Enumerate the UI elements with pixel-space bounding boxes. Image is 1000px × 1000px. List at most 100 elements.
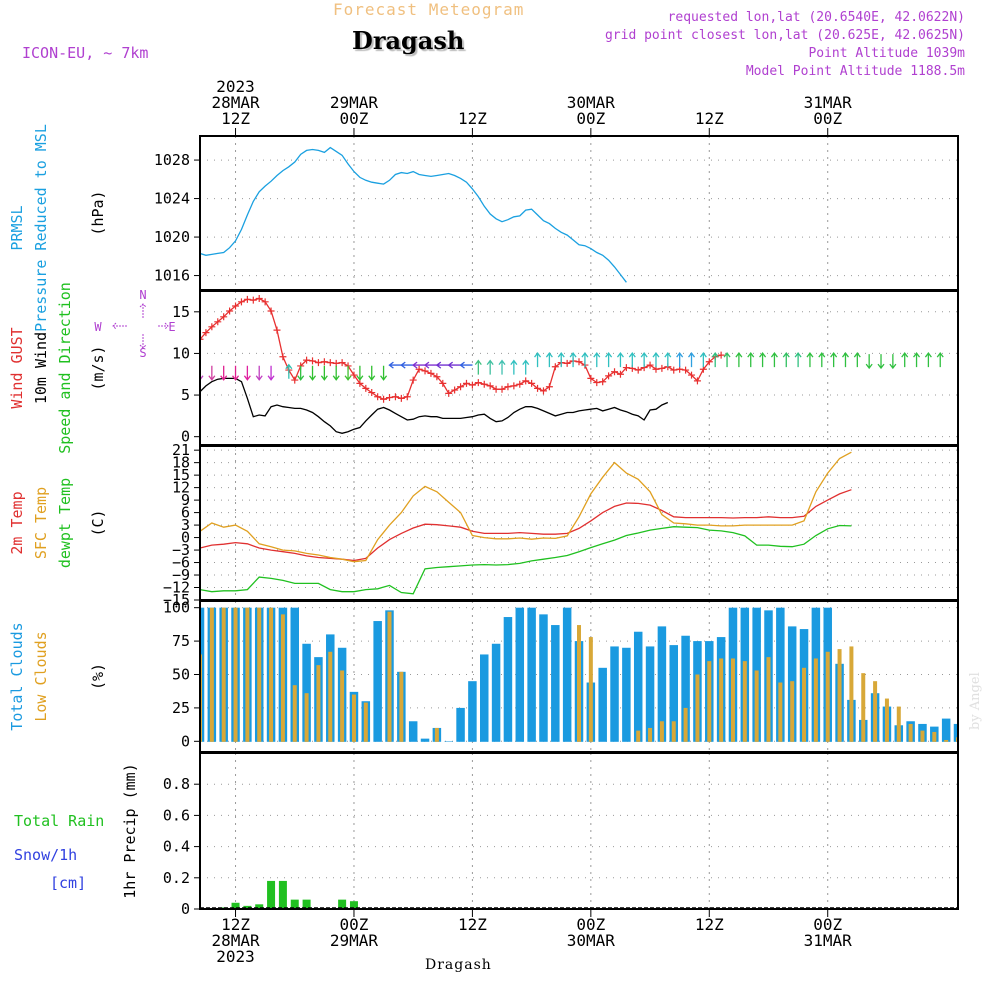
gust-marker (528, 379, 536, 387)
low-cloud-bar (245, 607, 250, 742)
wind-arrow (628, 352, 636, 368)
gust-marker (682, 366, 690, 374)
wind-arrow (664, 352, 672, 368)
low-cloud-bar (719, 658, 724, 742)
gust-marker (480, 380, 488, 388)
rain-bar (302, 899, 311, 909)
compass-north-label: N (139, 288, 146, 302)
low-cloud-bar (884, 698, 889, 742)
low-cloud-bar (790, 681, 795, 742)
top-time-label: 31MAR (804, 93, 853, 112)
low-cloud-bar (221, 607, 226, 742)
low-cloud-bar (588, 637, 593, 742)
total-cloud-bar (290, 607, 299, 742)
wind-arrow (865, 354, 873, 370)
wind-arrow (388, 361, 402, 369)
gust-marker (249, 296, 257, 304)
wind-ylabel: Wind GUST (8, 327, 26, 408)
gust-marker (693, 377, 701, 385)
total-cloud-bar (953, 723, 958, 742)
wind-arrow (830, 352, 838, 368)
wind-arrow (652, 352, 660, 368)
low-cloud-bar (577, 625, 581, 742)
top-time-label: 30MAR (567, 93, 616, 112)
wind-arrow (687, 352, 696, 368)
total-cloud-bar (200, 607, 205, 742)
gust-marker (415, 365, 423, 373)
wind-arrow (308, 365, 317, 381)
wind-arrow (220, 365, 228, 381)
compass-south-label: S (139, 346, 146, 360)
temperature-ylabel: 2m Temp (8, 491, 26, 554)
gust-marker (575, 358, 583, 366)
total-cloud-bar (408, 721, 418, 742)
gust-marker (403, 393, 411, 401)
rain-bar (243, 905, 252, 909)
gust-marker (545, 383, 553, 391)
gust-marker (279, 353, 287, 361)
gust-marker (374, 393, 382, 401)
wind-arrow (747, 352, 755, 368)
top-time-label: 00Z (576, 109, 605, 128)
wind-arrow (232, 365, 240, 381)
total-cloud-bar (610, 646, 619, 742)
gust-marker (303, 356, 311, 364)
pressure-series-line (200, 146, 627, 283)
precip-frame (199, 752, 959, 910)
gust-marker (237, 298, 245, 306)
bottom-time-label: 12Z (458, 915, 487, 934)
gust-marker (646, 361, 654, 369)
wind-ytick-label: 10 (172, 344, 190, 362)
wind-arrow (818, 352, 826, 368)
wind-arrow (435, 361, 449, 369)
total-cloud-bar (681, 635, 690, 742)
wind-arrow (459, 361, 473, 369)
top-time-label: 12Z (695, 109, 724, 128)
gust-marker (200, 335, 204, 343)
gust-marker (563, 359, 571, 367)
wind-arrow (936, 352, 944, 368)
precip-ytick-label: 0.4 (163, 838, 190, 856)
gust-marker (386, 394, 393, 402)
watermark: by Angel (968, 672, 983, 730)
wind-arrow (593, 352, 601, 368)
gust-marker (391, 393, 399, 401)
total-cloud-bar (622, 647, 631, 742)
low-cloud-bar (707, 661, 712, 742)
grid-point-coords: grid point closest lon,lat (20.625E, 42.… (604, 28, 965, 43)
gust-marker (717, 351, 725, 359)
wind-arrow (735, 352, 743, 368)
low-cloud-bar (434, 727, 439, 742)
low-cloud-bar (269, 607, 274, 742)
bottom-time-label: 30MAR (567, 931, 616, 950)
temperature-ytick-label: 9 (181, 491, 190, 509)
precip-ytick-label: 0 (181, 900, 190, 918)
wind-arrow (676, 352, 684, 368)
gust-marker (202, 329, 210, 337)
gust-marker (309, 357, 317, 365)
wind-arrow (770, 352, 778, 368)
temperature-ytick-label: 18 (172, 454, 190, 472)
rain-bar (338, 899, 347, 909)
wind-arrow (877, 354, 885, 370)
low-cloud-bar (849, 646, 854, 742)
low-cloud-bar (316, 665, 321, 742)
wind-arrow (841, 352, 850, 368)
gust-marker (427, 369, 435, 377)
bottom-time-label: 28MAR (211, 931, 260, 950)
temperature-ytick-label: 6 (181, 504, 190, 522)
gust-marker (273, 326, 281, 334)
low-cloud-bar (695, 674, 700, 742)
total-cloud-bar (562, 607, 572, 742)
temperature-ytick-label: 12 (172, 479, 190, 497)
gust-marker (362, 384, 370, 392)
wind-arrow (545, 352, 553, 368)
low-cloud-bar (351, 694, 356, 742)
low-cloud-bar (671, 721, 676, 742)
wind-arrow (380, 365, 388, 381)
total-cloud-bar (633, 631, 643, 742)
gust-marker (314, 359, 322, 367)
bottom-time-label: 31MAR (804, 931, 853, 950)
total-cloud-bar (645, 646, 655, 742)
precip-plot-area (200, 880, 958, 909)
